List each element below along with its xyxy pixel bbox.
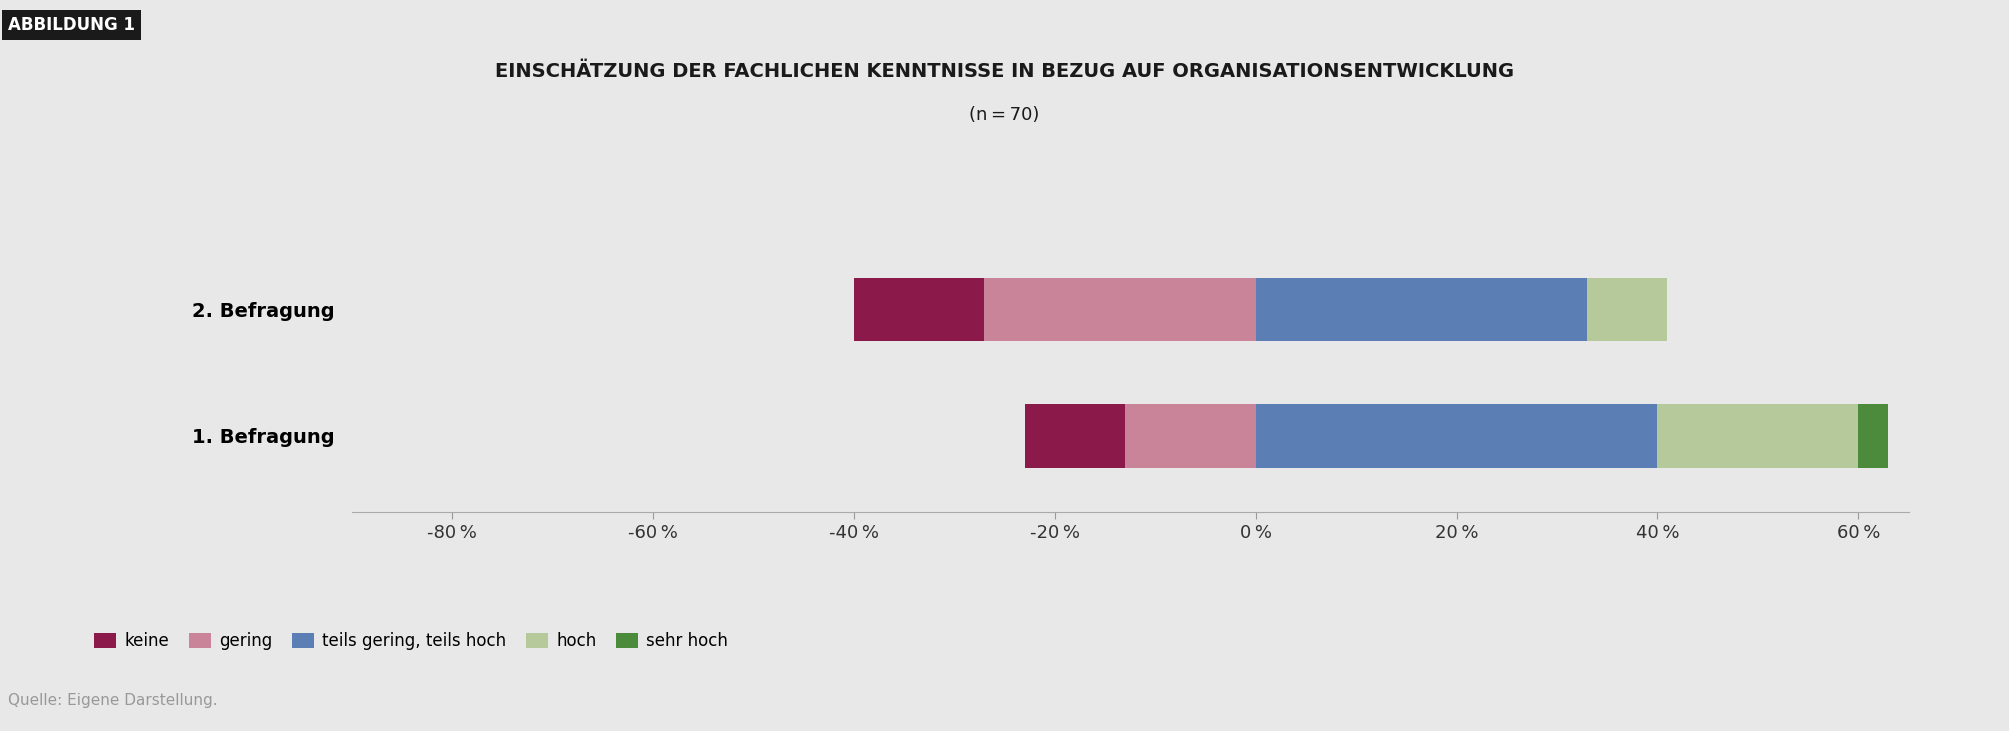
Text: Quelle: Eigene Darstellung.: Quelle: Eigene Darstellung. (8, 692, 217, 708)
Bar (1256, 278, 1587, 341)
Bar (1858, 404, 1888, 468)
Text: EINSCHÄTZUNG DER FACHLICHEN KENNTNISSE IN BEZUG AUF ORGANISATIONSENTWICKLUNG: EINSCHÄTZUNG DER FACHLICHEN KENNTNISSE I… (494, 62, 1515, 81)
Bar (1025, 404, 1125, 468)
Legend: keine, gering, teils gering, teils hoch, hoch, sehr hoch: keine, gering, teils gering, teils hoch,… (88, 626, 735, 657)
Bar (1125, 404, 1256, 468)
Text: ABBILDUNG 1: ABBILDUNG 1 (8, 16, 135, 34)
Bar (1256, 404, 1657, 468)
Bar (1587, 278, 1667, 341)
Bar (984, 278, 1256, 341)
Text: (n = 70): (n = 70) (968, 106, 1041, 124)
Bar (854, 278, 984, 341)
Bar (1657, 404, 1858, 468)
